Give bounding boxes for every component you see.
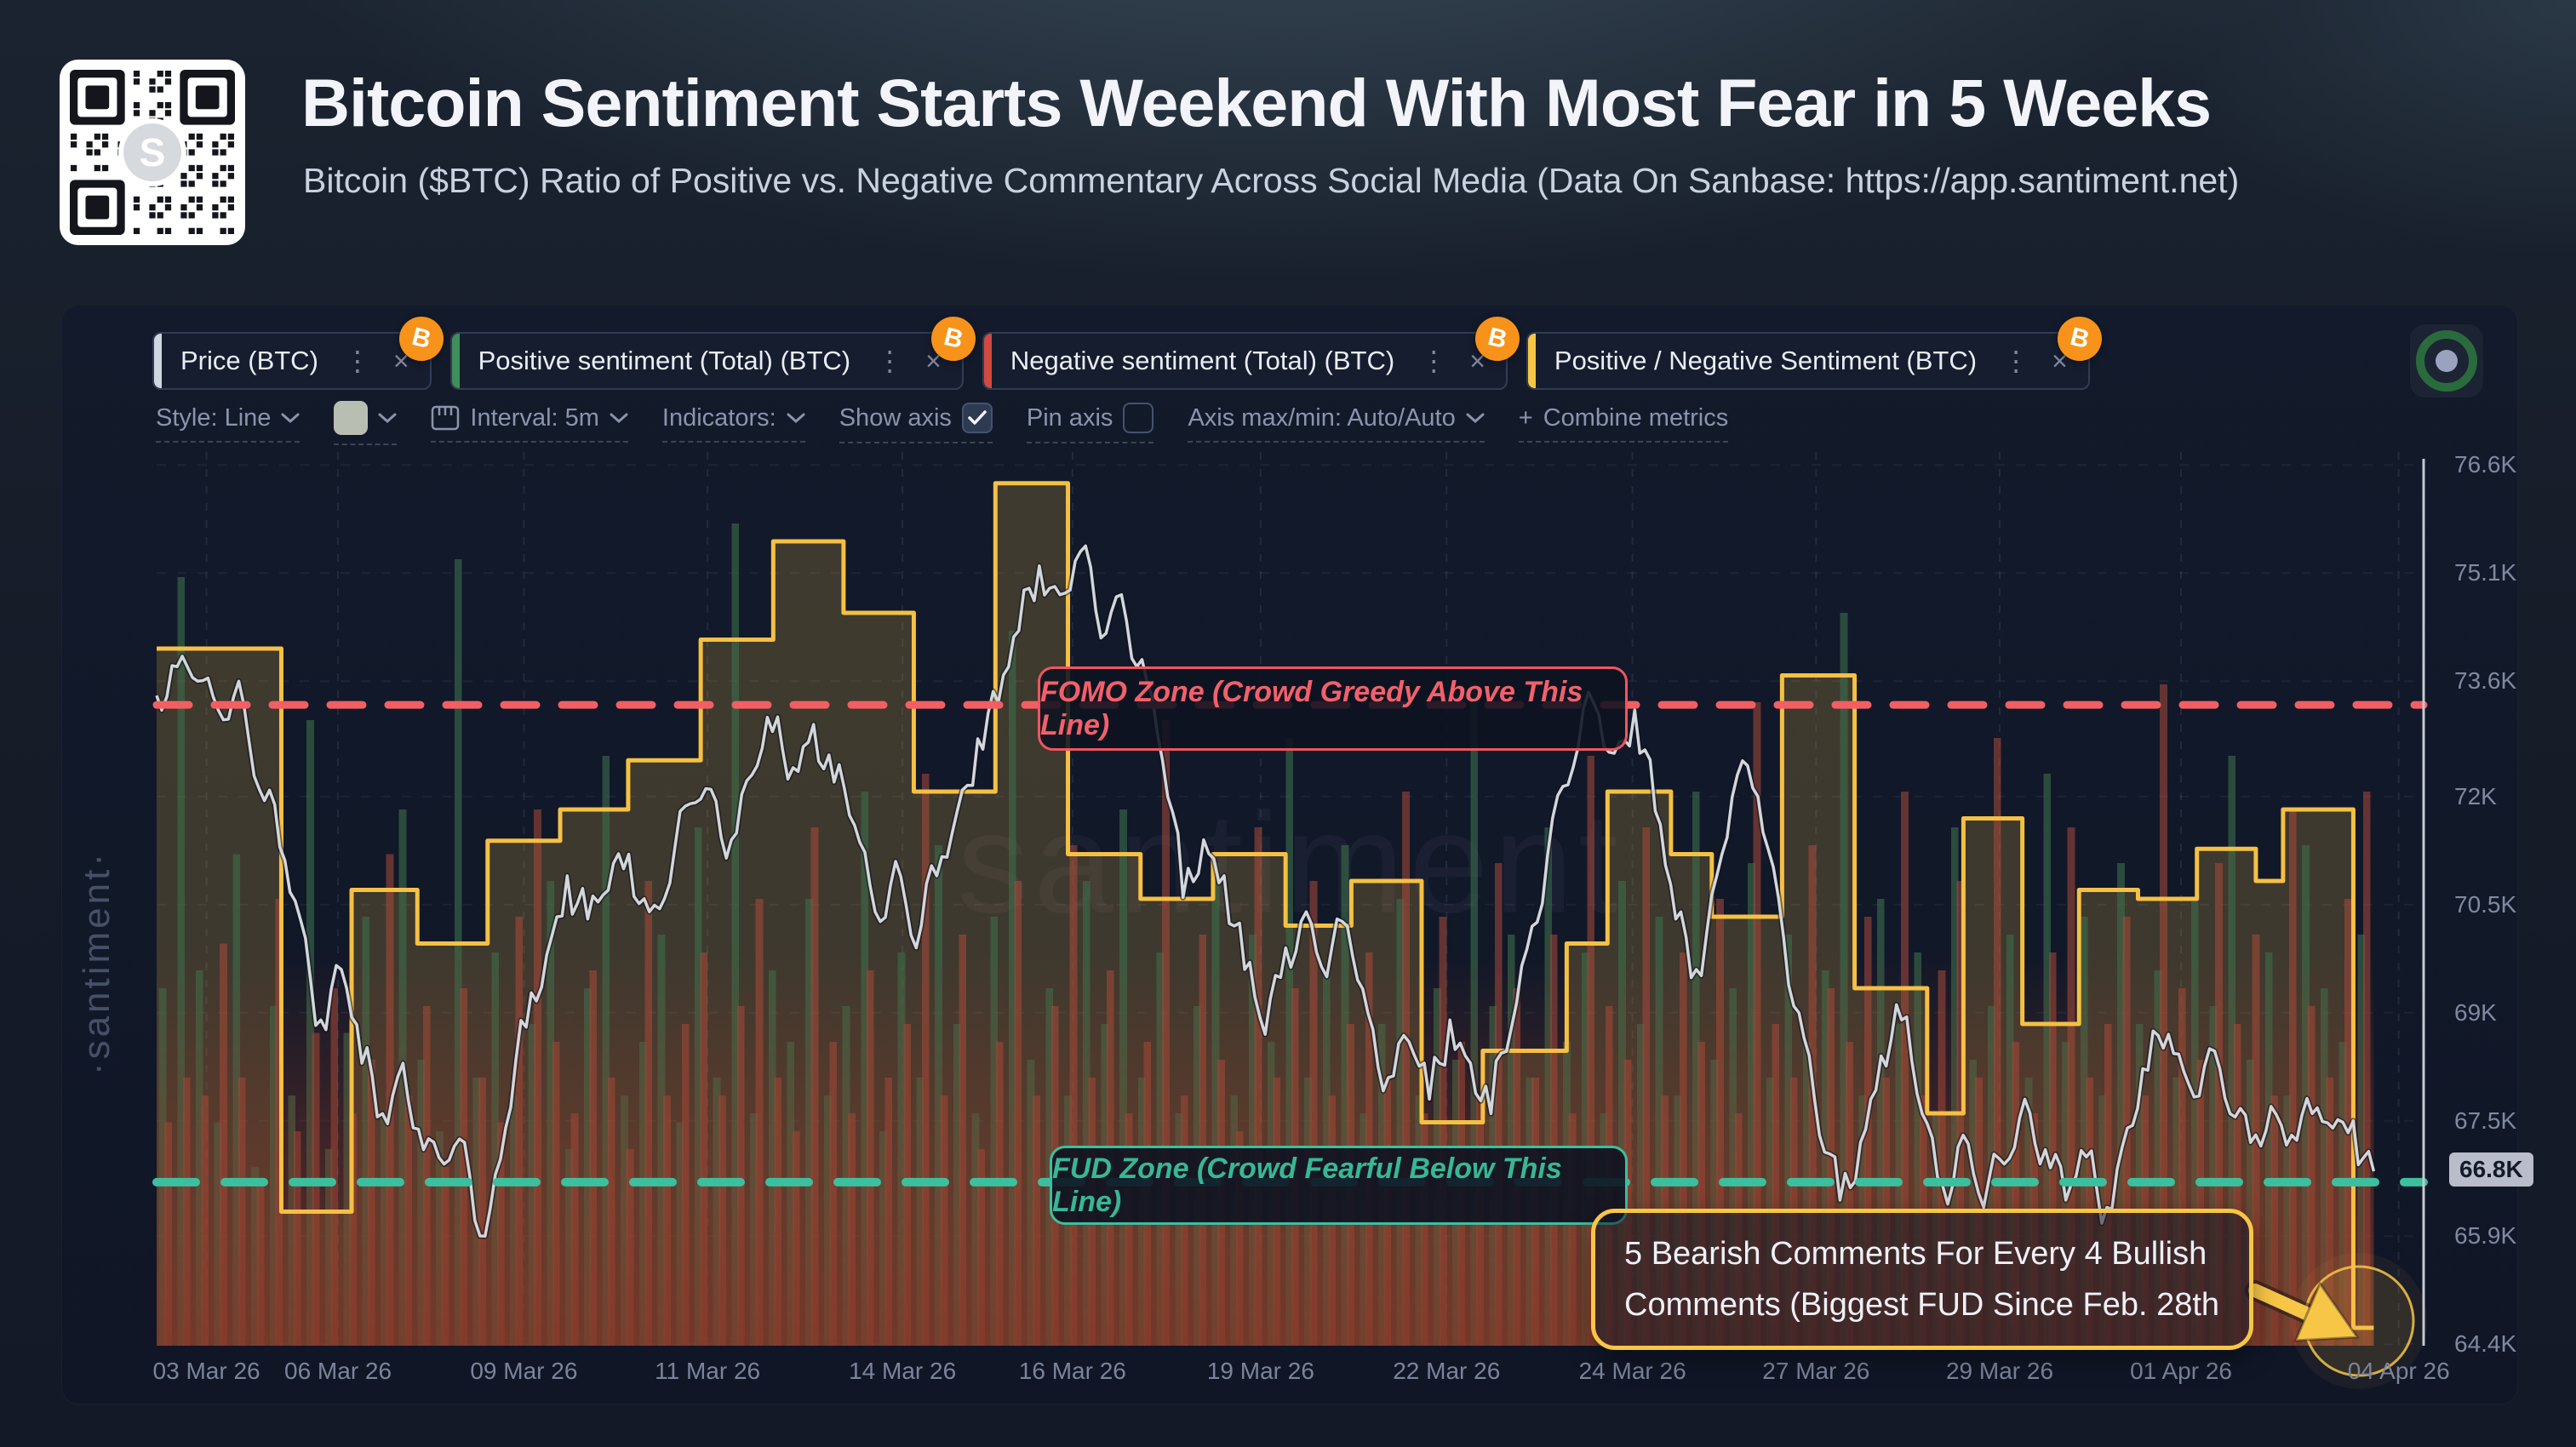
current-price-badge: 66.8K (2449, 1152, 2533, 1187)
live-indicator-button[interactable] (2410, 324, 2483, 397)
show-axis-label: Show axis (839, 403, 952, 432)
chevron-down-icon (1466, 413, 1485, 424)
page-title: Bitcoin Sentiment Starts Weekend With Mo… (301, 65, 2212, 140)
header-titles: Bitcoin Sentiment Starts Weekend With Mo… (301, 60, 2239, 201)
x-axis[interactable]: 03 Mar 26 06 Mar 26 09 Mar 26 11 Mar 26 14 M… (153, 1358, 2450, 1392)
plot-area[interactable]: santiment FOMO Zone (Crowd Greedy Above … (152, 451, 2533, 1389)
chart-card: Price (BTC) ⋮ × B Positive sentiment (To… (61, 305, 2533, 1404)
pin-axis-label: Pin axis (1026, 403, 1113, 432)
plus-icon: + (1518, 403, 1533, 432)
metric-tab-negative-sentiment[interactable]: Negative sentiment (Total) (BTC) ⋮ × B (982, 312, 1525, 390)
header: S Bitcoin Sentiment Starts Weekend With … (60, 60, 2239, 245)
y-axis-label: 65.9K (2454, 1222, 2517, 1250)
x-axis-label: 14 Mar 26 (849, 1358, 957, 1384)
accent-bar (1527, 334, 1536, 388)
x-axis-label: 11 Mar 26 (655, 1358, 761, 1384)
vertical-watermark: ·santiment· (76, 850, 117, 1076)
y-axis-label: 73.6K (2454, 667, 2517, 695)
y-axis-label: 72K (2454, 782, 2497, 809)
y-axis-label: 69K (2454, 998, 2497, 1026)
x-axis-label: 22 Mar 26 (1393, 1358, 1501, 1384)
accent-bar (154, 334, 162, 388)
qr-code: S (60, 60, 245, 245)
checkbox-unchecked-icon[interactable] (1123, 403, 1154, 433)
chevron-down-icon (378, 413, 397, 424)
color-picker[interactable] (334, 401, 398, 445)
x-axis-label: 16 Mar 26 (1018, 1358, 1126, 1384)
kebab-icon[interactable]: ⋮ (1420, 346, 1448, 376)
color-swatch[interactable] (334, 401, 369, 435)
metric-tabs-row: Price (BTC) ⋮ × B Positive sentiment (To… (152, 312, 2483, 397)
svg-text:S: S (140, 130, 166, 174)
x-axis-label: 03 Mar 26 (152, 1358, 260, 1384)
chevron-down-icon (281, 413, 300, 424)
y-axis[interactable]: 76.6K 75.1K 73.6K 72K 70.5K 69K 67.5K 65.9K 64.4… (2442, 451, 2576, 1357)
metric-tab-positive-sentiment[interactable]: Positive sentiment (Total) (BTC) ⋮ × B (449, 312, 981, 390)
metric-tab-label: Price (BTC) (180, 346, 318, 375)
axis-maxmin-dropdown[interactable]: Axis max/min: Auto/Auto (1188, 403, 1485, 443)
metric-tab-label: Negative sentiment (Total) (BTC) (1010, 346, 1395, 375)
x-axis-label: 09 Mar 26 (470, 1358, 578, 1384)
x-axis-label: 01 Apr 26 (2130, 1358, 2232, 1384)
kebab-icon[interactable]: ⋮ (2002, 346, 2030, 376)
qr-pattern: S (70, 70, 235, 235)
show-axis-toggle[interactable]: Show axis (839, 403, 993, 443)
y-axis-label: 70.5K (2454, 890, 2517, 918)
fud-zone-label: FUD Zone (Crowd Fearful Below This Line) (1050, 1146, 1628, 1225)
y-axis-label: 64.4K (2454, 1330, 2517, 1358)
style-dropdown[interactable]: Style: Line (156, 403, 301, 443)
kebab-icon[interactable]: ⋮ (343, 346, 371, 376)
metric-tab-label: Positive sentiment (Total) (BTC) (478, 346, 851, 375)
combine-metrics-label: Combine metrics (1543, 403, 1729, 432)
x-axis-label: 27 Mar 26 (1762, 1358, 1870, 1384)
x-axis-label: 29 Mar 26 (1945, 1358, 2054, 1384)
axis-maxmin-label: Axis max/min: Auto/Auto (1188, 403, 1456, 432)
chevron-down-icon (610, 413, 628, 424)
status-dot-icon (2436, 350, 2458, 372)
chart-toolbar: Style: Line Interval: 5m Indicators: Sho… (156, 401, 1729, 445)
x-axis-label: 04 Apr 26 (2347, 1358, 2450, 1384)
indicators-label: Indicators: (661, 403, 776, 432)
checkbox-checked-icon[interactable] (961, 403, 993, 433)
green-ring-icon (2416, 330, 2477, 392)
indicators-dropdown[interactable]: Indicators: (661, 403, 805, 443)
style-label: Style: Line (156, 403, 272, 432)
fomo-zone-label: FOMO Zone (Crowd Greedy Above This Line) (1038, 666, 1628, 751)
accent-bar (983, 334, 992, 388)
y-axis-label: 75.1K (2454, 559, 2517, 586)
fud-callout: 5 Bearish Comments For Every 4 Bullish C… (1591, 1209, 2253, 1350)
page-subtitle: Bitcoin ($BTC) Ratio of Positive vs. Neg… (303, 161, 2240, 201)
metric-tab-label: Positive / Negative Sentiment (BTC) (1554, 346, 1978, 375)
metric-tab-price[interactable]: Price (BTC) ⋮ × B (152, 312, 449, 390)
callout-line2: Comments (Biggest FUD Since Feb. 28th (1624, 1287, 2220, 1323)
chevron-down-icon (787, 413, 805, 424)
interval-dropdown[interactable]: Interval: 5m (431, 404, 628, 443)
interval-label: Interval: 5m (470, 403, 599, 432)
accent-bar (451, 334, 460, 388)
kebab-icon[interactable]: ⋮ (876, 346, 904, 376)
y-axis-label: 67.5K (2454, 1107, 2517, 1134)
x-axis-label: 06 Mar 26 (283, 1358, 392, 1384)
metric-tab-pos-neg-ratio[interactable]: Positive / Negative Sentiment (BTC) ⋮ × … (1526, 312, 2107, 390)
x-axis-label: 19 Mar 26 (1206, 1358, 1314, 1384)
pin-axis-toggle[interactable]: Pin axis (1026, 403, 1154, 443)
interval-icon (432, 405, 460, 431)
arrow-icon (2245, 1280, 2360, 1342)
callout-line1: 5 Bearish Comments For Every 4 Bullish (1624, 1236, 2207, 1272)
combine-metrics-button[interactable]: + Combine metrics (1518, 403, 1729, 443)
y-axis-label: 76.6K (2454, 451, 2517, 478)
x-axis-label: 24 Mar 26 (1578, 1358, 1686, 1384)
